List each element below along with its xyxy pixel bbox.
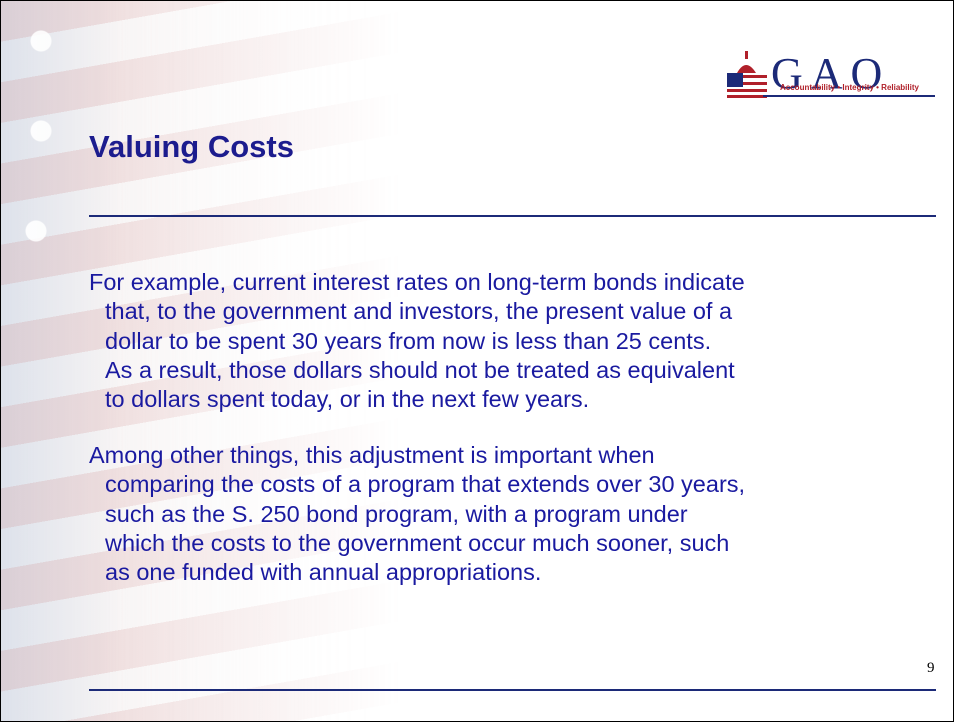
text-line: that, to the government and investors, t…: [89, 297, 745, 326]
text-line: as one funded with annual appropriations…: [89, 558, 745, 587]
text-line: dollar to be spent 30 years from now is …: [89, 327, 745, 356]
text-line: Among other things, this adjustment is i…: [89, 441, 745, 470]
paragraph: Among other things, this adjustment is i…: [89, 441, 745, 587]
logo-tagline: Accountability • Integrity • Reliability: [780, 83, 919, 92]
text-line: For example, current interest rates on l…: [89, 268, 745, 297]
text-line: comparing the costs of a program that ex…: [89, 470, 745, 499]
logo-bar: [763, 95, 935, 97]
text-line: such as the S. 250 bond program, with a …: [89, 500, 745, 529]
footer-rule: [89, 689, 936, 691]
title-rule: [89, 215, 936, 217]
slide-title: Valuing Costs: [89, 129, 294, 165]
capitol-icon: [725, 51, 769, 99]
slide: GAO Accountability • Integrity • Reliabi…: [0, 0, 954, 722]
paragraph: For example, current interest rates on l…: [89, 268, 745, 414]
text-line: to dollars spent today, or in the next f…: [89, 385, 745, 414]
page-number: 9: [927, 660, 935, 677]
text-line: which the costs to the government occur …: [89, 529, 745, 558]
text-line: As a result, those dollars should not be…: [89, 356, 745, 385]
